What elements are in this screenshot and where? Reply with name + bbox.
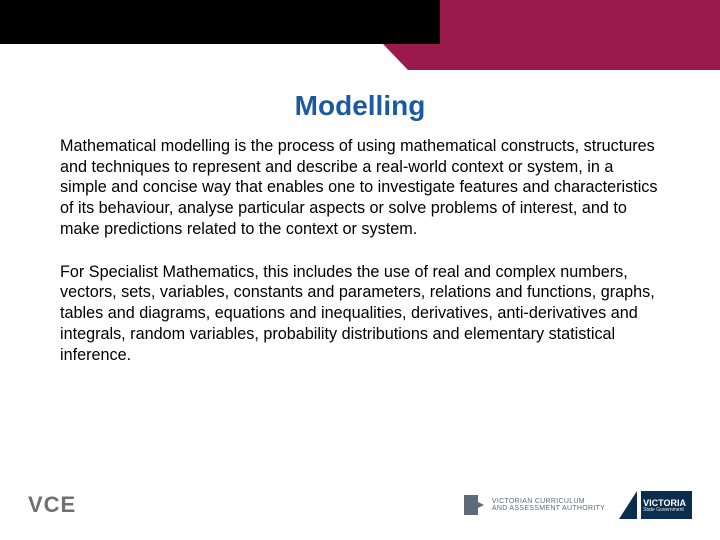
paragraph-2: For Specialist Mathematics, this include… — [60, 262, 660, 366]
header-maroon-triangle — [383, 44, 408, 70]
slide-footer: VCE Victorian Curriculum and Assessment … — [0, 484, 720, 540]
slide-header — [0, 0, 720, 44]
paragraph-1: Mathematical modelling is the process of… — [60, 136, 660, 240]
victoria-sub: State Government — [643, 508, 686, 513]
vcaa-line1: Victorian Curriculum — [492, 498, 605, 505]
header-black-bar — [0, 0, 440, 44]
slide-title: Modelling — [0, 90, 720, 122]
vcaa-text: Victorian Curriculum and Assessment Auth… — [492, 498, 605, 513]
victoria-gov-logo: VICTORIA State Government — [619, 491, 692, 519]
victoria-body: VICTORIA State Government — [641, 491, 692, 519]
slide-content: Mathematical modelling is the process of… — [60, 136, 660, 387]
vcaa-line2: and Assessment Authority — [492, 505, 605, 512]
footer-right-logos: Victorian Curriculum and Assessment Auth… — [464, 491, 692, 519]
vcaa-logo: Victorian Curriculum and Assessment Auth… — [464, 495, 605, 515]
header-maroon-block — [440, 0, 720, 70]
vce-logo: VCE — [28, 492, 76, 518]
vcaa-ribbon-icon — [464, 495, 484, 515]
victoria-triangle-icon — [619, 491, 637, 519]
